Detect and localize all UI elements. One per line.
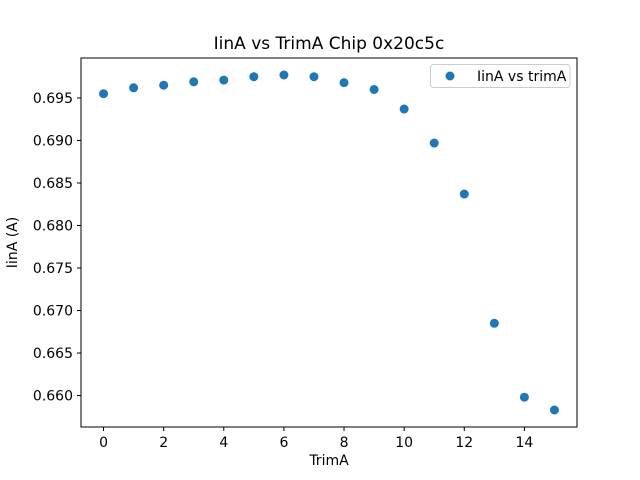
y-tick-label: 0.695 (33, 91, 73, 107)
data-point (459, 189, 469, 199)
x-tick-label: 8 (340, 435, 349, 451)
x-tick-label: 14 (515, 435, 533, 451)
data-point (219, 75, 229, 85)
data-point (339, 78, 349, 88)
chart-title: IinA vs TrimA Chip 0x20c5c (214, 34, 445, 54)
legend-label: IinA vs trimA (477, 69, 567, 85)
data-point (249, 72, 259, 82)
data-point (159, 80, 169, 90)
y-tick-label: 0.680 (33, 218, 73, 234)
x-axis-ticks: 0 2 4 6 8 10 12 14 (99, 427, 533, 451)
x-tick-label: 10 (395, 435, 413, 451)
x-tick-label: 4 (219, 435, 228, 451)
data-point (429, 138, 439, 148)
y-tick-label: 0.665 (33, 346, 73, 362)
legend-circle-icon (445, 71, 455, 81)
y-tick-label: 0.675 (33, 261, 73, 277)
y-tick-label: 0.660 (33, 389, 73, 405)
y-axis-ticks: 0.660 0.665 0.670 0.675 0.680 0.685 0.690 0.695 (33, 91, 81, 405)
data-point (549, 405, 559, 415)
plot-border (80, 57, 578, 428)
x-tick-label: 2 (159, 435, 168, 451)
data-point (369, 84, 379, 94)
data-point (489, 318, 499, 328)
y-tick-label: 0.670 (33, 304, 73, 320)
y-tick-label: 0.685 (33, 176, 73, 192)
x-tick-label: 12 (455, 435, 473, 451)
data-point (189, 77, 199, 87)
data-point (309, 72, 319, 82)
data-points (99, 70, 559, 415)
x-tick-label: 0 (99, 435, 108, 451)
y-axis-label: IinA (A) (5, 217, 21, 268)
data-point (279, 70, 289, 80)
legend: IinA vs trimA (430, 64, 571, 88)
data-point (99, 89, 109, 99)
y-tick-label: 0.690 (33, 133, 73, 149)
x-tick-label: 6 (279, 435, 288, 451)
x-axis-label: TrimA (308, 453, 349, 469)
data-point (129, 83, 139, 93)
data-point (399, 104, 409, 114)
legend-box (430, 64, 571, 88)
data-point (519, 392, 529, 402)
